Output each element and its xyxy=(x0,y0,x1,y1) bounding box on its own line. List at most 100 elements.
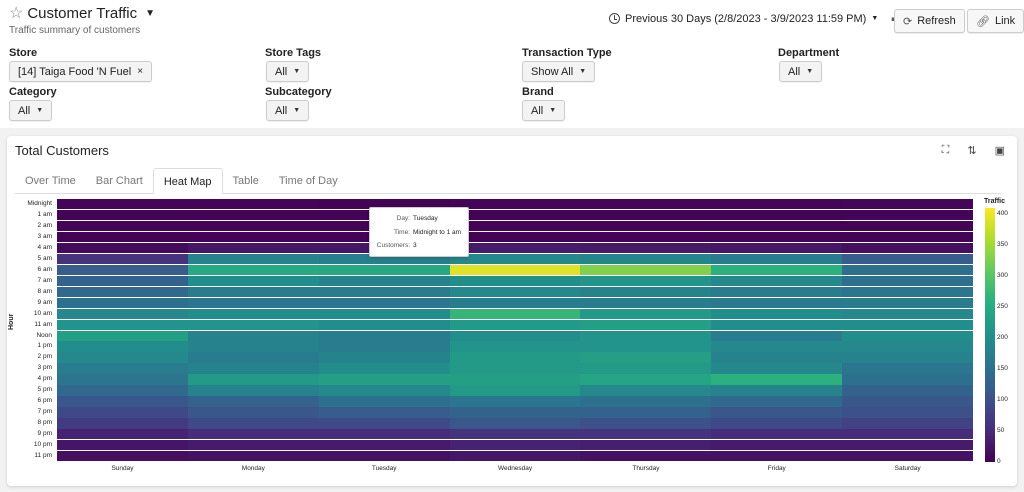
heatmap-cell[interactable] xyxy=(711,418,843,429)
heatmap-cell[interactable] xyxy=(449,209,581,221)
heatmap-cell[interactable] xyxy=(187,440,320,451)
heatmap-cell[interactable] xyxy=(57,418,189,429)
heatmap-cell[interactable] xyxy=(187,264,320,276)
tab-time-of-day[interactable]: Time of Day xyxy=(278,175,338,187)
heatmap-cell[interactable] xyxy=(580,209,712,221)
heatmap-cell[interactable] xyxy=(57,253,189,265)
heatmap-cell[interactable] xyxy=(57,286,189,297)
heatmap-cell[interactable] xyxy=(318,264,451,276)
heatmap-cell[interactable] xyxy=(842,363,974,374)
heatmap-cell[interactable] xyxy=(449,308,581,319)
heatmap-cell[interactable] xyxy=(580,264,712,276)
heatmap-cell[interactable] xyxy=(318,330,451,341)
heatmap-cell[interactable] xyxy=(580,286,712,297)
heatmap-cell[interactable] xyxy=(318,440,451,451)
store-tags-dropdown[interactable]: All ▼ xyxy=(266,61,310,82)
heatmap-cell[interactable] xyxy=(449,199,581,210)
heatmap-cell[interactable] xyxy=(449,352,581,363)
heatmap-cell[interactable] xyxy=(318,396,451,407)
heatmap-cell[interactable] xyxy=(711,341,843,352)
heatmap-cell[interactable] xyxy=(711,220,843,232)
image-export-icon[interactable]: ▣ xyxy=(994,145,1005,157)
heatmap-cell[interactable] xyxy=(318,308,451,319)
heatmap-cell[interactable] xyxy=(318,319,451,330)
heatmap-cell[interactable] xyxy=(711,209,843,221)
heatmap-cell[interactable] xyxy=(187,374,320,385)
heatmap-cell[interactable] xyxy=(187,352,320,363)
heatmap-cell[interactable] xyxy=(187,319,320,330)
refresh-button[interactable]: ⟳ Refresh xyxy=(894,9,965,33)
heatmap-cell[interactable] xyxy=(187,220,320,232)
heatmap-cell[interactable] xyxy=(57,209,189,221)
heatmap-cell[interactable] xyxy=(187,385,320,396)
heatmap-cell[interactable] xyxy=(842,440,974,451)
heatmap-cell[interactable] xyxy=(57,308,189,319)
heatmap-cell[interactable] xyxy=(842,396,974,407)
swap-axes-icon[interactable]: ⇅ xyxy=(967,145,977,157)
heatmap-cell[interactable] xyxy=(842,341,974,352)
heatmap-cell[interactable] xyxy=(187,199,320,210)
heatmap-cell[interactable] xyxy=(711,199,843,210)
heatmap-cell[interactable] xyxy=(580,220,712,232)
heatmap-cell[interactable] xyxy=(842,231,974,243)
page-title[interactable]: Customer Traffic xyxy=(27,5,138,22)
heatmap-cell[interactable] xyxy=(580,199,712,210)
heatmap-cell[interactable] xyxy=(842,297,974,308)
heatmap-cell[interactable] xyxy=(711,275,843,287)
heatmap-cell[interactable] xyxy=(187,286,320,297)
heatmap-cell[interactable] xyxy=(842,385,974,396)
heatmap-cell[interactable] xyxy=(842,429,974,440)
heatmap-cell[interactable] xyxy=(449,341,581,352)
heatmap-cell[interactable] xyxy=(711,352,843,363)
heatmap-cell[interactable] xyxy=(318,363,451,374)
subcategory-dropdown[interactable]: All ▼ xyxy=(266,100,310,121)
category-dropdown[interactable]: All ▼ xyxy=(9,100,53,121)
heatmap-cell[interactable] xyxy=(57,242,189,254)
heatmap-cell[interactable] xyxy=(187,396,320,407)
heatmap-cell[interactable] xyxy=(318,253,451,265)
heatmap-cell[interactable] xyxy=(580,352,712,363)
heatmap-cell[interactable] xyxy=(842,220,974,232)
transaction-type-dropdown[interactable]: Show All ▼ xyxy=(522,61,596,82)
heatmap-cell[interactable] xyxy=(57,319,189,330)
heatmap-cell[interactable] xyxy=(711,407,843,418)
heatmap-cell[interactable] xyxy=(711,429,843,440)
heatmap-cell[interactable] xyxy=(580,297,712,308)
heatmap-cell[interactable] xyxy=(711,231,843,243)
heatmap-cell[interactable] xyxy=(711,297,843,308)
heatmap-cell[interactable] xyxy=(57,220,189,232)
heatmap-cell[interactable] xyxy=(580,374,712,385)
brand-dropdown[interactable]: All ▼ xyxy=(522,100,566,121)
heatmap-cell[interactable] xyxy=(711,363,843,374)
heatmap-cell[interactable] xyxy=(187,242,320,254)
heatmap-cell[interactable] xyxy=(318,374,451,385)
heatmap-cell[interactable] xyxy=(449,297,581,308)
heatmap-cell[interactable] xyxy=(580,308,712,319)
heatmap-cell[interactable] xyxy=(580,253,712,265)
heatmap-cell[interactable] xyxy=(711,440,843,451)
heatmap-cell[interactable] xyxy=(187,209,320,221)
heatmap-cell[interactable] xyxy=(842,275,974,287)
heatmap-cell[interactable] xyxy=(57,297,189,308)
heatmap-cell[interactable] xyxy=(842,286,974,297)
heatmap-cell[interactable] xyxy=(580,407,712,418)
heatmap-cell[interactable] xyxy=(711,451,843,462)
heatmap-cell[interactable] xyxy=(449,264,581,276)
heatmap-cell[interactable] xyxy=(449,440,581,451)
heatmap-cell[interactable] xyxy=(187,429,320,440)
heatmap-cell[interactable] xyxy=(842,451,974,462)
heatmap-cell[interactable] xyxy=(449,363,581,374)
heatmap-cell[interactable] xyxy=(711,396,843,407)
fullscreen-icon[interactable]: ⛶ xyxy=(941,144,950,156)
heatmap-cell[interactable] xyxy=(842,242,974,254)
heatmap-cell[interactable] xyxy=(57,440,189,451)
heatmap-cell[interactable] xyxy=(449,385,581,396)
heatmap-cell[interactable] xyxy=(842,330,974,341)
heatmap-cell[interactable] xyxy=(318,429,451,440)
heatmap-cell[interactable] xyxy=(187,341,320,352)
heatmap-cell[interactable] xyxy=(57,231,189,243)
heatmap-cell[interactable] xyxy=(580,451,712,462)
heatmap-cell[interactable] xyxy=(449,220,581,232)
heatmap-cell[interactable] xyxy=(580,440,712,451)
chevron-down-icon[interactable]: ▼ xyxy=(145,8,156,19)
